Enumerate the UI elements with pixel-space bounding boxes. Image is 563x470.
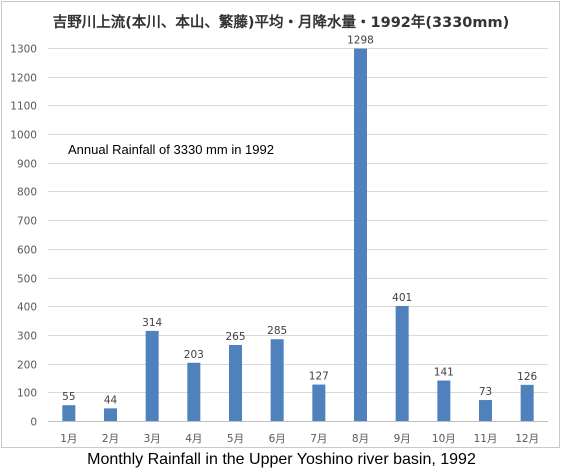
bar (395, 305, 409, 421)
y-tick-label: 500 (17, 274, 37, 286)
y-tick-label: 400 (17, 302, 37, 314)
bar (354, 48, 367, 421)
x-tick-label: 4月 (185, 433, 202, 445)
data-labels: 55 44 314 203 265 285 127 1298 401 141 73 126 (62, 35, 537, 407)
x-tick-label: 12月 (515, 433, 539, 445)
x-tick-label: 1月 (60, 433, 77, 445)
data-label: 314 (142, 317, 162, 329)
gridlines (48, 48, 548, 422)
bar (62, 405, 76, 421)
x-tick-label: 11月 (474, 433, 498, 445)
x-tick-label: 7月 (310, 433, 327, 445)
y-tick-label: 900 (17, 159, 37, 171)
x-tick-label: 5月 (227, 433, 244, 445)
bar (479, 400, 492, 421)
data-label: 401 (392, 292, 412, 304)
bar (104, 408, 117, 421)
bars (62, 48, 534, 421)
data-label: 203 (184, 349, 204, 361)
bar (520, 384, 534, 421)
chart-caption: Monthly Rainfall in the Upper Yoshino ri… (87, 451, 476, 468)
data-label: 265 (225, 331, 245, 343)
bar (229, 344, 242, 421)
y-tick-label: 100 (17, 388, 37, 400)
y-tick-label: 600 (17, 245, 37, 257)
y-tick-label: 1000 (10, 130, 37, 142)
x-axis-tick-labels: 1月 2月 3月 4月 5月 6月 7月 8月 9月 10月 11月 12月 (60, 433, 539, 445)
bar (145, 330, 159, 421)
x-tick-label: 10月 (432, 433, 456, 445)
y-tick-label: 700 (17, 216, 37, 228)
data-label: 73 (479, 386, 492, 398)
chart-frame (1, 1, 560, 448)
chart-svg: 吉野川上流(本川、本山、繁藤)平均・月降水量・1992年(3330mm) 0 10… (10, 13, 548, 445)
data-label: 1298 (347, 35, 374, 47)
y-tick-label: 1100 (10, 101, 37, 113)
bar (312, 384, 326, 421)
data-label: 126 (517, 371, 537, 383)
y-tick-label: 0 (30, 417, 37, 429)
chart-title: 吉野川上流(本川、本山、繁藤)平均・月降水量・1992年(3330mm) (53, 13, 509, 31)
y-tick-label: 1200 (10, 73, 37, 85)
data-label: 285 (267, 325, 287, 337)
y-tick-label: 300 (17, 331, 37, 343)
chart-annotation: Annual Rainfall of 3330 mm in 1992 (68, 142, 274, 157)
data-label: 141 (434, 367, 454, 379)
y-tick-label: 200 (17, 360, 37, 372)
y-axis-tick-labels: 0 100 200 300 400 500 600 700 800 900 1000 1100 1200… (10, 44, 37, 429)
bar (437, 380, 451, 421)
data-label: 55 (62, 391, 75, 403)
x-tick-label: 8月 (352, 433, 369, 445)
x-tick-label: 9月 (394, 433, 411, 445)
data-label: 44 (104, 394, 118, 406)
data-label: 127 (309, 371, 329, 383)
bar (270, 339, 284, 421)
y-tick-label: 1300 (10, 44, 37, 56)
y-tick-label: 800 (17, 187, 37, 199)
x-tick-label: 3月 (144, 433, 161, 445)
x-tick-label: 2月 (102, 433, 119, 445)
bar (187, 362, 201, 421)
x-tick-label: 6月 (269, 433, 286, 445)
